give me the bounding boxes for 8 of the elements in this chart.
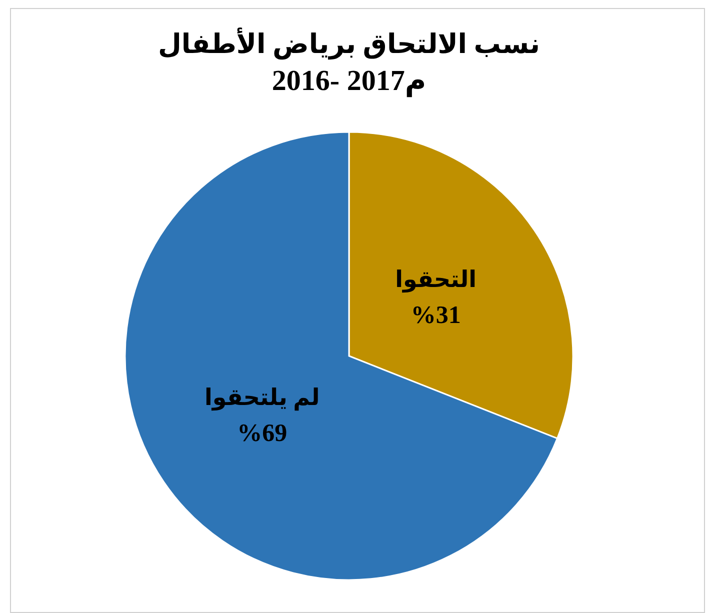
chart-title: نسب الالتحاق برياض الأطفال [158, 27, 540, 60]
chart-subtitle: 2016- 2017م [272, 65, 426, 98]
slice-label: لم يلتحقوا [204, 385, 320, 412]
data-label: %31 [410, 302, 461, 329]
slice-label: التحقوا [395, 266, 477, 293]
pie-slice [124, 131, 558, 581]
pie-slice [348, 131, 574, 440]
data-label: %69 [237, 420, 288, 448]
